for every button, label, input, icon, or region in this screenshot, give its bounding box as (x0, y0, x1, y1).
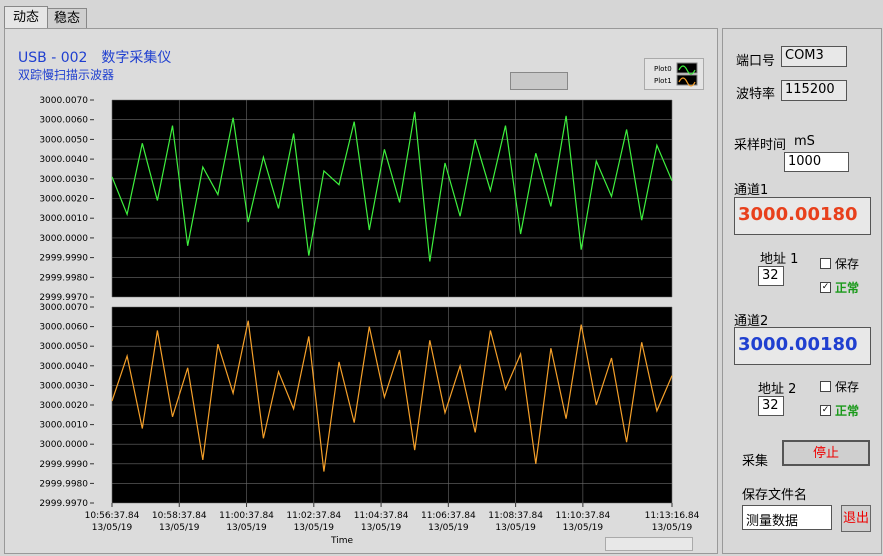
y-tick-label: 3000.0070 (39, 303, 88, 313)
subtitle: 双踪慢扫描示波器 (18, 68, 115, 82)
y-tick-label: 3000.0040 (39, 362, 88, 372)
x-tick-date: 13/05/19 (159, 523, 200, 533)
legend-swatch (676, 62, 698, 74)
x-tick-date: 13/05/19 (361, 523, 402, 533)
scrollbar[interactable] (605, 537, 693, 551)
label: 通道2 (734, 314, 769, 329)
x-axis-label: Time (330, 536, 353, 546)
value-display: 3000.00180 (734, 327, 871, 365)
x-tick-label: 11:08:37.84 (488, 511, 543, 521)
dropdown[interactable]: COM3 (781, 46, 847, 67)
label: 采样时间 (734, 138, 787, 153)
label: 端口号 (736, 54, 776, 69)
x-tick-date: 13/05/19 (294, 523, 335, 533)
number-input[interactable]: 32 (758, 396, 784, 416)
checkbox[interactable] (820, 258, 831, 269)
x-tick-label: 10:56:37.84 (85, 511, 140, 521)
x-tick-label: 11:06:37.84 (421, 511, 476, 521)
y-tick-label: 2999.9990 (39, 460, 88, 470)
label: 正常 (835, 281, 860, 295)
y-tick-label: 3000.0010 (39, 214, 88, 224)
x-tick-label: 11:04:37.84 (354, 511, 409, 521)
checkbox[interactable]: ✓ (820, 282, 831, 293)
y-tick-label: 3000.0030 (39, 175, 88, 185)
y-tick-label: 2999.9980 (39, 479, 88, 489)
legend-swatch (676, 74, 698, 86)
series-line (111, 111, 673, 262)
label: 通道1 (734, 183, 769, 198)
x-tick-label: 11:10:37.84 (556, 511, 611, 521)
label: 地址 2 (758, 382, 797, 397)
number-input[interactable]: 32 (758, 266, 784, 286)
x-tick-label: 11:13:16.84 (645, 511, 700, 521)
stop-button[interactable]: 停止 (782, 440, 870, 466)
y-tick-label: 3000.0000 (39, 234, 88, 244)
x-tick-label: 10:58:37.84 (152, 511, 207, 521)
y-tick-label: 3000.0050 (39, 135, 88, 145)
value-display: 3000.00180 (734, 197, 871, 235)
control-panel (722, 28, 882, 554)
checkbox[interactable]: ✓ (820, 405, 831, 416)
y-tick-label: 3000.0050 (39, 342, 88, 352)
legend-line (678, 77, 696, 87)
x-tick-label: 11:00:37.84 (219, 511, 274, 521)
y-tick-label: 2999.9970 (39, 293, 88, 303)
x-tick-date: 13/05/19 (226, 523, 267, 533)
y-tick-label: 2999.9990 (39, 254, 88, 264)
x-tick-date: 13/05/19 (563, 523, 604, 533)
label: mS (794, 134, 815, 149)
dropdown[interactable]: 115200 (781, 80, 847, 101)
x-tick-date: 13/05/19 (652, 523, 693, 533)
label: 保存 (835, 257, 860, 271)
number-input[interactable]: 1000 (784, 152, 849, 172)
checkbox[interactable] (820, 381, 831, 392)
title: USB - 002 数字采集仪 (18, 50, 172, 66)
y-tick-label: 2999.9970 (39, 499, 88, 509)
text-input[interactable]: 测量数据 (742, 505, 832, 530)
y-tick-label: 2999.9980 (39, 273, 88, 283)
legend-line (678, 65, 696, 75)
label: 波特率 (736, 87, 776, 102)
label: 保存 (835, 380, 860, 394)
toolbar[interactable] (510, 72, 568, 90)
series-line (111, 320, 673, 472)
tab[interactable]: 稳态 (47, 8, 87, 30)
x-tick-label: 11:02:37.84 (286, 511, 341, 521)
y-tick-label: 3000.0020 (39, 401, 88, 411)
exit-button[interactable]: 退出 (841, 505, 871, 532)
legend-label: Plot1 (654, 77, 672, 85)
y-tick-label: 3000.0010 (39, 421, 88, 431)
y-tick-label: 3000.0070 (39, 96, 88, 106)
x-tick-date: 13/05/19 (495, 523, 536, 533)
label: 正常 (835, 404, 860, 418)
legend-label: Plot0 (654, 65, 672, 73)
y-tick-label: 3000.0040 (39, 155, 88, 165)
label: 保存文件名 (742, 488, 808, 503)
y-tick-label: 3000.0060 (39, 323, 88, 333)
label: 采集 (742, 454, 769, 469)
x-tick-date: 13/05/19 (92, 523, 133, 533)
label: 地址 1 (760, 252, 799, 267)
x-tick-date: 13/05/19 (428, 523, 469, 533)
y-tick-label: 3000.0060 (39, 116, 88, 126)
y-tick-label: 3000.0000 (39, 440, 88, 450)
y-tick-label: 3000.0020 (39, 195, 88, 205)
y-tick-label: 3000.0030 (39, 381, 88, 391)
